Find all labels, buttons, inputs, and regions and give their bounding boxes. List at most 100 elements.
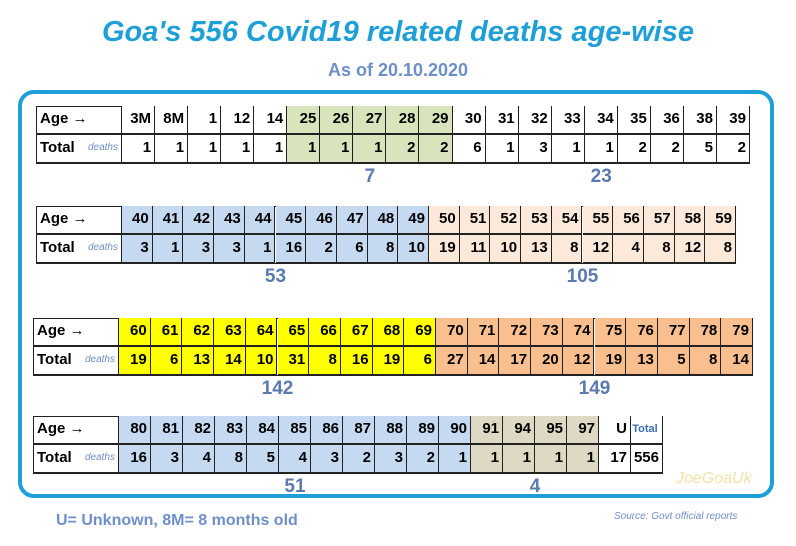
age-cell: 3M — [122, 106, 156, 135]
total-cell: 8 — [367, 235, 399, 264]
age-cell: 28 — [386, 106, 420, 135]
subtitle: As of 20.10.2020 — [327, 60, 469, 80]
age-cell: 61 — [150, 318, 183, 347]
age-cell: 72 — [499, 318, 532, 347]
age-cell: 70 — [436, 318, 468, 347]
age-cell: 94 — [503, 416, 535, 445]
total-cell: 19 — [594, 347, 627, 376]
total-cell: 2 — [650, 135, 684, 164]
deaths-label: deaths — [82, 235, 122, 264]
age-cell: 31 — [485, 106, 519, 135]
total-cell: 6 — [150, 347, 183, 376]
group-sum: 105 — [566, 266, 599, 287]
total-cell: 12 — [562, 347, 595, 376]
age-cell: 51 — [459, 206, 491, 235]
age-cell: 73 — [531, 318, 563, 347]
age-cell: 58 — [674, 206, 706, 235]
total-cell: 31 — [277, 347, 310, 376]
age-cell: 42 — [183, 206, 215, 235]
total-cell: 1 — [287, 135, 321, 164]
age-cell: 38 — [683, 106, 717, 135]
total-cell: 3 — [518, 135, 552, 164]
age-cell: 27 — [353, 106, 387, 135]
total-cell: 1 — [353, 135, 387, 164]
age-cell: 85 — [279, 416, 311, 445]
total-cell: 13 — [626, 347, 658, 376]
age-cell: 45 — [275, 206, 307, 235]
total-cell: 1 — [155, 135, 189, 164]
age-cell: 86 — [311, 416, 343, 445]
total-cell: 1 — [244, 235, 276, 264]
age-cell: 75 — [594, 318, 627, 347]
total-cell: 1 — [221, 135, 255, 164]
total-cell: 13 — [521, 235, 552, 264]
total-cell: 1 — [584, 135, 618, 164]
age-cell: 54 — [551, 206, 583, 235]
age-cell: 60 — [119, 318, 151, 347]
age-cell: 56 — [613, 206, 644, 235]
total-cell: 11 — [459, 235, 491, 264]
total-cell: 16 — [340, 347, 373, 376]
total-cell: 2 — [617, 135, 651, 164]
total-cell: 1 — [535, 445, 567, 474]
age-cell: 97 — [567, 416, 599, 445]
age-cell: Total — [631, 416, 663, 445]
age-cell: 91 — [471, 416, 503, 445]
age-cell: 67 — [340, 318, 373, 347]
total-cell: 3 — [122, 235, 153, 264]
age-cell: 46 — [306, 206, 337, 235]
source: Source: Govt official reports — [614, 511, 738, 522]
total-cell: 12 — [582, 235, 614, 264]
age-cell: 14 — [254, 106, 288, 135]
total-cell: 1 — [188, 135, 222, 164]
age-cell: 43 — [214, 206, 245, 235]
age-cell: 8M — [155, 106, 189, 135]
age-cell: 71 — [467, 318, 500, 347]
age-label: Age → — [33, 416, 119, 445]
age-cell: 55 — [582, 206, 614, 235]
age-cell: 33 — [551, 106, 585, 135]
total-cell: 3 — [214, 235, 245, 264]
group-sum: 7 — [364, 166, 376, 187]
age-cell: 59 — [705, 206, 736, 235]
total-cell: 16 — [275, 235, 307, 264]
age-label: Age → — [36, 106, 122, 135]
age-cell: 80 — [119, 416, 151, 445]
total-cell: 14 — [721, 347, 753, 376]
age-cell: 81 — [151, 416, 183, 445]
age-cell: 84 — [247, 416, 279, 445]
age-cell: 63 — [214, 318, 246, 347]
age-cell: 49 — [398, 206, 429, 235]
total-cell: 27 — [436, 347, 468, 376]
total-cell: 8 — [643, 235, 675, 264]
age-cell: 52 — [490, 206, 522, 235]
total-cell: 1 — [254, 135, 288, 164]
total-label: Total — [33, 445, 79, 474]
deaths-label: deaths — [79, 347, 119, 376]
age-label: Age → — [36, 206, 122, 235]
deaths-label: deaths — [82, 135, 122, 164]
total-cell: 2 — [716, 135, 750, 164]
total-cell: 17 — [499, 347, 532, 376]
age-cell: 40 — [122, 206, 153, 235]
total-cell: 14 — [467, 347, 500, 376]
total-cell: 3 — [151, 445, 183, 474]
total-cell: 3 — [183, 235, 215, 264]
total-cell: 556 — [631, 445, 663, 474]
age-cell: 74 — [562, 318, 595, 347]
age-cell: 44 — [244, 206, 276, 235]
group-sum: 4 — [529, 476, 541, 497]
total-cell: 6 — [452, 135, 486, 164]
total-cell: 3 — [311, 445, 343, 474]
age-cell: 83 — [215, 416, 247, 445]
age-cell: 90 — [439, 416, 471, 445]
total-cell: 20 — [531, 347, 563, 376]
total-cell: 4 — [613, 235, 644, 264]
age-cell: 26 — [320, 106, 354, 135]
total-cell: 2 — [343, 445, 375, 474]
total-cell: 8 — [215, 445, 247, 474]
group-sum: 142 — [261, 378, 294, 399]
total-cell: 13 — [182, 347, 215, 376]
age-cell: 47 — [336, 206, 368, 235]
